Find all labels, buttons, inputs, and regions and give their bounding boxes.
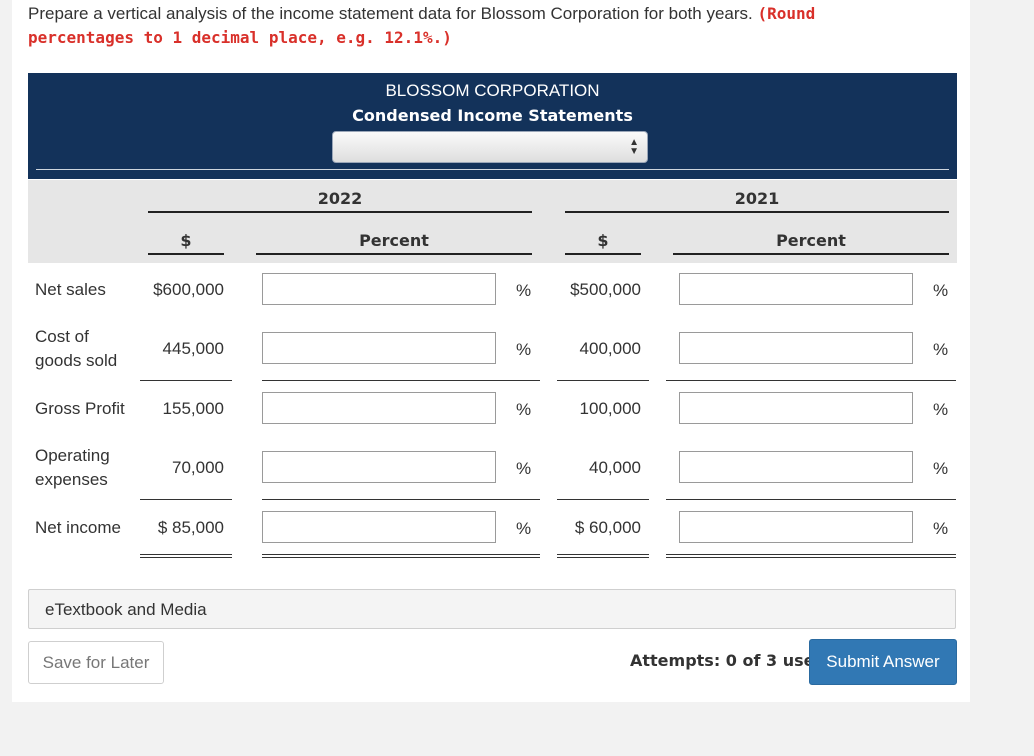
row-label-net-income: Net income xyxy=(35,518,121,537)
net-sales-2022-percent-input[interactable] xyxy=(262,273,496,305)
gross-profit-2021-percent-input[interactable] xyxy=(679,392,913,424)
col-dollar-2021-rule xyxy=(565,253,641,255)
opex-2021-amount: 40,000 xyxy=(589,458,641,477)
instructions-text: Prepare a vertical analysis of the incom… xyxy=(28,4,816,23)
attempts-counter: Attempts: 0 of 3 used xyxy=(630,651,826,670)
gross-profit-2022-percent-input[interactable] xyxy=(262,392,496,424)
cogs-2021-percent-sign: % xyxy=(933,340,949,359)
col-percent-2022-rule xyxy=(256,253,532,255)
etextbook-media-link[interactable]: eTextbook and Media xyxy=(28,589,956,629)
statement-period-dropdown[interactable]: ▲ ▼ xyxy=(332,131,648,163)
net-income-2022-percent-double-underline xyxy=(262,554,540,558)
net-income-2022-amount-double-underline xyxy=(140,554,232,558)
net-sales-2021-amount: $500,000 xyxy=(570,280,641,299)
net-income-2022-amount: $ 85,000 xyxy=(157,518,224,537)
cogs-2021-percent-input[interactable] xyxy=(679,332,913,364)
year-2021-rule xyxy=(565,211,949,213)
gross-profit-2022-percent-sign: % xyxy=(516,400,532,419)
row-label-operating-expenses: Operating expenses xyxy=(35,446,110,489)
net-sales-2021-percent-input[interactable] xyxy=(679,273,913,305)
gross-profit-2022-amount: 155,000 xyxy=(162,399,224,418)
cogs-2022-amount: 445,000 xyxy=(162,339,224,358)
col-percent-2022: Percent xyxy=(359,231,429,250)
opex-2022-amount-underline xyxy=(140,499,232,500)
statement-header: BLOSSOM CORPORATION Condensed Income Sta… xyxy=(28,73,957,179)
net-income-2021-amount: $ 60,000 xyxy=(574,518,641,537)
row-label-cost-of-goods-sold: Cost of goods sold xyxy=(35,327,118,370)
net-sales-2022-percent-sign: % xyxy=(516,281,532,300)
cogs-2021-percent-underline xyxy=(666,380,956,381)
net-sales-2022-amount: $600,000 xyxy=(153,280,224,299)
col-dollar-2022-rule xyxy=(148,253,224,255)
opex-2022-percent-input[interactable] xyxy=(262,451,496,483)
net-income-2021-percent-double-underline xyxy=(666,554,956,558)
header-divider xyxy=(36,169,949,170)
cogs-2021-amount: 400,000 xyxy=(579,339,641,358)
cogs-2022-percent-input[interactable] xyxy=(262,332,496,364)
year-2022-rule xyxy=(148,211,532,213)
rounding-note-continued: percentages to 1 decimal place, e.g. 12.… xyxy=(28,28,452,47)
opex-2022-percent-sign: % xyxy=(516,459,532,478)
gross-profit-2021-amount: 100,000 xyxy=(579,399,641,418)
column-header-band xyxy=(28,180,957,263)
opex-2021-amount-underline xyxy=(557,499,649,500)
cogs-2021-amount-underline xyxy=(557,380,649,381)
net-income-2021-amount-double-underline xyxy=(557,554,649,558)
save-for-later-button[interactable]: Save for Later xyxy=(28,641,164,684)
statement-title: Condensed Income Statements xyxy=(352,106,633,125)
cogs-2022-amount-underline xyxy=(140,380,232,381)
opex-2021-percent-input[interactable] xyxy=(679,451,913,483)
year-2022-heading: 2022 xyxy=(317,189,363,208)
col-percent-2021: Percent xyxy=(776,231,846,250)
submit-answer-button[interactable]: Submit Answer xyxy=(809,639,957,685)
company-name: BLOSSOM CORPORATION xyxy=(385,81,600,100)
col-dollar-2021: $ xyxy=(597,231,609,250)
row-label-gross-profit: Gross Profit xyxy=(35,399,125,418)
rounding-note: (Round xyxy=(757,4,816,23)
cogs-2022-percent-underline xyxy=(262,380,540,381)
opex-2021-percent-sign: % xyxy=(933,459,949,478)
net-income-2021-percent-input[interactable] xyxy=(679,511,913,543)
net-income-2021-percent-sign: % xyxy=(933,519,949,538)
select-arrows-icon: ▲ ▼ xyxy=(629,137,639,157)
year-2021-heading: 2021 xyxy=(734,189,780,208)
row-label-net-sales: Net sales xyxy=(35,280,106,299)
col-percent-2021-rule xyxy=(673,253,949,255)
col-dollar-2022: $ xyxy=(180,231,192,250)
net-income-2022-percent-sign: % xyxy=(516,519,532,538)
opex-2022-percent-underline xyxy=(262,499,540,500)
net-income-2022-percent-input[interactable] xyxy=(262,511,496,543)
cogs-2022-percent-sign: % xyxy=(516,340,532,359)
gross-profit-2021-percent-sign: % xyxy=(933,400,949,419)
net-sales-2021-percent-sign: % xyxy=(933,281,949,300)
opex-2022-amount: 70,000 xyxy=(172,458,224,477)
opex-2021-percent-underline xyxy=(666,499,956,500)
